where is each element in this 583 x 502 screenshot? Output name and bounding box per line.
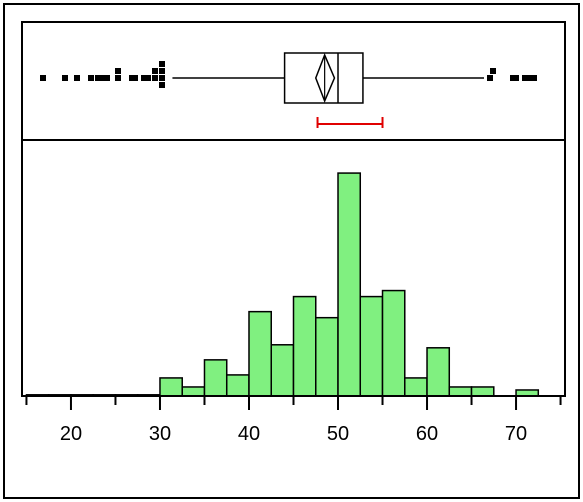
x-tick-label: 30	[149, 423, 171, 445]
outlier-point	[100, 75, 106, 81]
x-tick-label: 60	[416, 423, 438, 445]
histogram-bar	[248, 310, 272, 397]
iqr-box	[283, 52, 364, 104]
x-tick-label: 20	[60, 423, 82, 445]
histogram-bar	[470, 386, 495, 397]
x-tick-label: 70	[505, 423, 527, 445]
histogram-bar	[225, 374, 250, 397]
histogram-bar	[181, 386, 206, 397]
histogram-bar	[159, 377, 183, 397]
histogram-bar	[292, 295, 317, 397]
outlier-point	[513, 75, 519, 81]
histogram-bar	[337, 172, 362, 397]
outlier-point	[487, 75, 493, 81]
outlier-point	[95, 75, 101, 81]
x-axis: 20 30 40 50 60 70	[22, 395, 565, 445]
outlier-point	[104, 75, 110, 81]
outlier-point	[115, 75, 121, 81]
histogram-bar	[426, 347, 451, 397]
histogram-panel	[25, 172, 540, 397]
histogram-bar	[315, 316, 339, 397]
outlier-point	[152, 75, 158, 81]
histogram-bar	[448, 386, 473, 397]
outlier-point	[132, 75, 138, 81]
outlier-point	[159, 68, 165, 74]
outlier-point	[152, 68, 158, 74]
outlier-point	[145, 75, 151, 81]
outlier-point	[62, 75, 68, 81]
histogram-bar	[359, 295, 384, 397]
outlier-point	[159, 61, 165, 67]
outlier-point	[490, 68, 496, 74]
outlier-point	[74, 75, 80, 81]
outlier-point	[141, 75, 147, 81]
histogram-bar	[381, 289, 406, 397]
histogram-bar	[203, 359, 228, 397]
box-plot-panel	[40, 52, 537, 128]
outlier-point	[531, 75, 537, 81]
outlier-point	[40, 75, 46, 81]
outer-frame	[3, 3, 580, 499]
outlier-point	[115, 68, 121, 74]
mean-diamond	[314, 53, 336, 103]
outlier-point	[522, 75, 528, 81]
histogram-bar	[270, 344, 295, 397]
outlier-point	[88, 75, 94, 81]
histogram-bar	[404, 377, 428, 397]
outlier-point	[159, 82, 165, 88]
x-tick-label: 50	[327, 423, 349, 445]
x-tick-label: 40	[238, 423, 260, 445]
outlier-point	[159, 75, 165, 81]
